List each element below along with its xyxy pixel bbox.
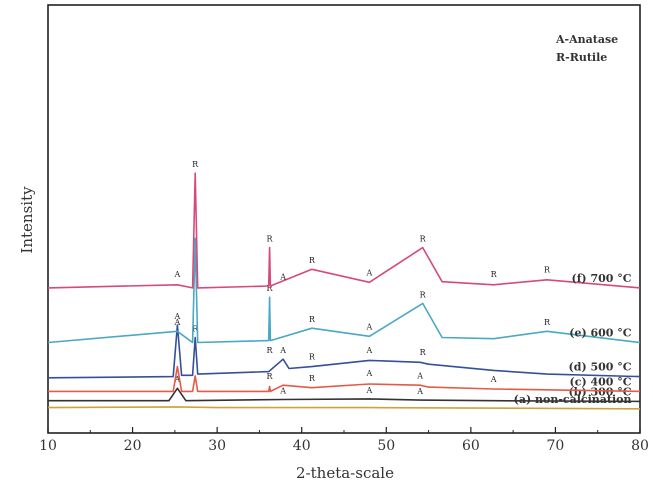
peak-marker: R: [544, 318, 551, 327]
x-tick-label: 10: [39, 438, 57, 454]
legend-entry-rutile: R-Rutile: [556, 51, 607, 64]
x-tick-label: 80: [631, 438, 649, 454]
peak-marker: R: [420, 348, 427, 357]
peak-marker: A: [365, 346, 372, 355]
peak-marker: R: [309, 352, 316, 361]
peak-marker: A: [490, 375, 497, 384]
series-label: (e) 600 °C: [569, 326, 632, 339]
x-tick-label: 30: [208, 438, 226, 454]
legend-entry-anatase: A-Anatase: [555, 33, 618, 46]
series-line: [47, 324, 641, 379]
x-tick-label: 20: [124, 438, 142, 454]
series-line: [47, 172, 641, 289]
peak-marker: R: [267, 346, 274, 355]
series-line: [48, 365, 641, 393]
peak-marker: A: [279, 346, 286, 355]
peak-marker: A: [416, 387, 423, 396]
peak-marker: A: [279, 386, 286, 395]
x-tick-label: 70: [547, 438, 565, 454]
peak-marker: A: [365, 386, 372, 395]
peak-marker: R: [491, 270, 498, 279]
plot-area: 10 20 30 40 50 60 70 80 (a) non-calcination(b) 3…: [39, 4, 649, 454]
peak-marker: R: [420, 290, 427, 299]
series-label: (d) 500 °C: [569, 361, 632, 374]
series-line: [47, 406, 641, 410]
series-line: [48, 387, 641, 403]
peak-marker: R: [267, 235, 274, 244]
peak-marker: A: [365, 269, 372, 278]
x-tick-label: 60: [462, 438, 480, 454]
peak-marker: A: [365, 369, 372, 378]
series-line: [47, 237, 641, 344]
series-label: (b) 300 °C: [569, 385, 632, 398]
x-tick-label: 50: [377, 438, 395, 454]
peak-marker: A: [174, 270, 181, 279]
peak-marker: R: [309, 315, 316, 324]
peak-marker: A: [174, 318, 181, 327]
peak-marker: R: [309, 256, 316, 265]
peak-marker: R: [267, 372, 274, 381]
x-tick-label: 40: [293, 438, 311, 454]
peak-marker: A: [174, 375, 181, 384]
peak-marker: R: [192, 160, 199, 169]
peak-marker: R: [267, 284, 274, 293]
peak-marker: R: [544, 266, 551, 275]
series-label: (f) 700 °C: [572, 272, 632, 285]
peak-marker: R: [309, 374, 316, 383]
peak-marker: R: [420, 235, 427, 244]
series-label: (c) 400 °C: [570, 375, 632, 388]
series-label: (a) non-calcination: [514, 393, 632, 406]
peak-marker: A: [174, 312, 181, 321]
peak-marker: R: [192, 324, 199, 333]
peak-marker: A: [365, 323, 372, 332]
y-axis-title: Intensity: [18, 186, 36, 254]
x-axis-title: 2-theta-scale: [296, 464, 394, 482]
peak-marker: A: [279, 272, 286, 281]
peak-marker: A: [416, 372, 423, 381]
